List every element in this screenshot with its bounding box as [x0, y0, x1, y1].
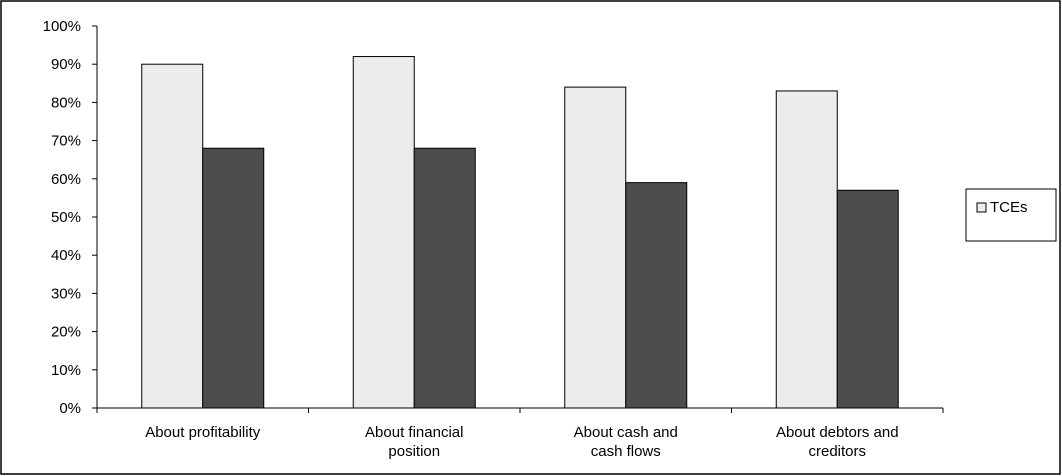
- category-label: About financial position: [365, 424, 463, 460]
- y-tick-label: 30%: [51, 285, 81, 302]
- y-tick-label: 20%: [51, 324, 81, 341]
- legend-swatch: [976, 202, 987, 213]
- category-label-line: About financial: [365, 424, 463, 441]
- y-tick-label: 80%: [51, 94, 81, 111]
- y-tick-label: 70%: [51, 133, 81, 150]
- category-label: About cash and cash flows: [574, 424, 678, 460]
- y-tick-label: 60%: [51, 171, 81, 188]
- y-axis: 0% 10% 20% 30% 40% 50% 60% 70% 80% 90% 100%: [43, 18, 98, 417]
- y-tick-label: 40%: [51, 247, 81, 264]
- bar-series-1-3: [564, 86, 627, 409]
- category-label-line: cash flows: [591, 443, 661, 460]
- bar-series-1-2: [352, 56, 415, 409]
- y-tick-label: 100%: [43, 18, 81, 35]
- bar-series-2-4: [836, 189, 899, 409]
- bar-series-2-3: [625, 182, 688, 409]
- bars: [141, 56, 899, 409]
- category-label-line: About debtors and: [776, 424, 899, 441]
- y-tick-label: 90%: [51, 56, 81, 73]
- bar-series-2-2: [413, 147, 476, 409]
- legend: TCEs: [965, 188, 1057, 242]
- legend-box: [965, 188, 1057, 242]
- category-label-line: creditors: [808, 443, 866, 460]
- y-tick-label: 50%: [51, 209, 81, 226]
- x-axis: About profitability About financial positi…: [96, 407, 944, 460]
- category-label-line: position: [388, 443, 440, 460]
- category-label-line: About profitability: [145, 424, 261, 441]
- category-label: About debtors and creditors: [776, 424, 899, 460]
- y-tick-label: 10%: [51, 362, 81, 379]
- y-tick-label: 0%: [59, 400, 81, 417]
- legend-label: TCEs: [990, 199, 1028, 216]
- category-label-line: About cash and: [574, 424, 678, 441]
- bar-series-1-4: [775, 90, 838, 409]
- bar-series-2-1: [202, 147, 265, 409]
- bar-series-1-1: [141, 63, 204, 409]
- category-label: About profitability: [145, 424, 261, 441]
